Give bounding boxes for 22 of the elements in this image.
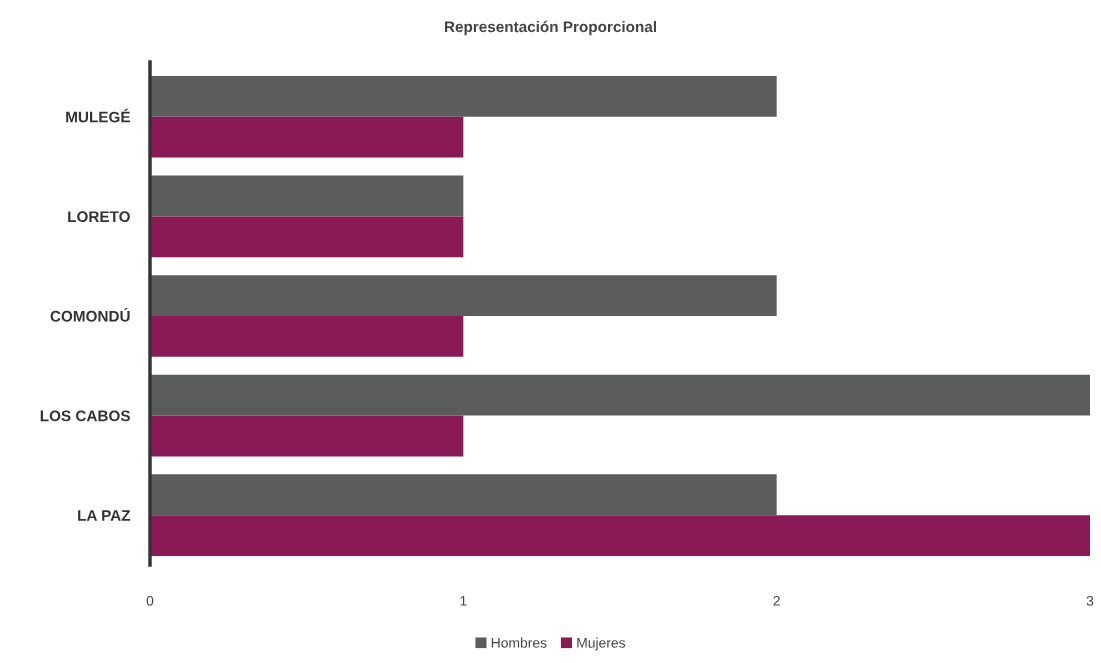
bar: [150, 374, 1090, 416]
bar: [150, 275, 777, 316]
x-tick-label: 3: [1086, 595, 1094, 606]
bar: [150, 515, 1090, 557]
chart-title: Representación Proporcional: [444, 20, 656, 36]
y-tick-label: COMONDÚ: [50, 307, 130, 322]
bar: [150, 175, 464, 217]
y-tick-label: LOS CABOS: [40, 410, 130, 422]
x-tick-label: 0: [146, 595, 154, 606]
y-tick-label: LA PAZ: [78, 510, 131, 521]
bar: [150, 415, 464, 457]
bar: [150, 116, 464, 158]
legend-label: Mujeres: [577, 637, 626, 651]
y-tick-label: MULEGÉ: [66, 108, 130, 123]
y-tick-label: LORETO: [68, 211, 130, 223]
bar: [150, 75, 777, 117]
x-tick-label: 1: [460, 596, 467, 606]
bar: [150, 216, 464, 258]
x-tick-label: 2: [773, 595, 780, 606]
bar: [150, 474, 777, 516]
bar: [150, 315, 464, 357]
legend-label: Hombres: [491, 637, 547, 648]
